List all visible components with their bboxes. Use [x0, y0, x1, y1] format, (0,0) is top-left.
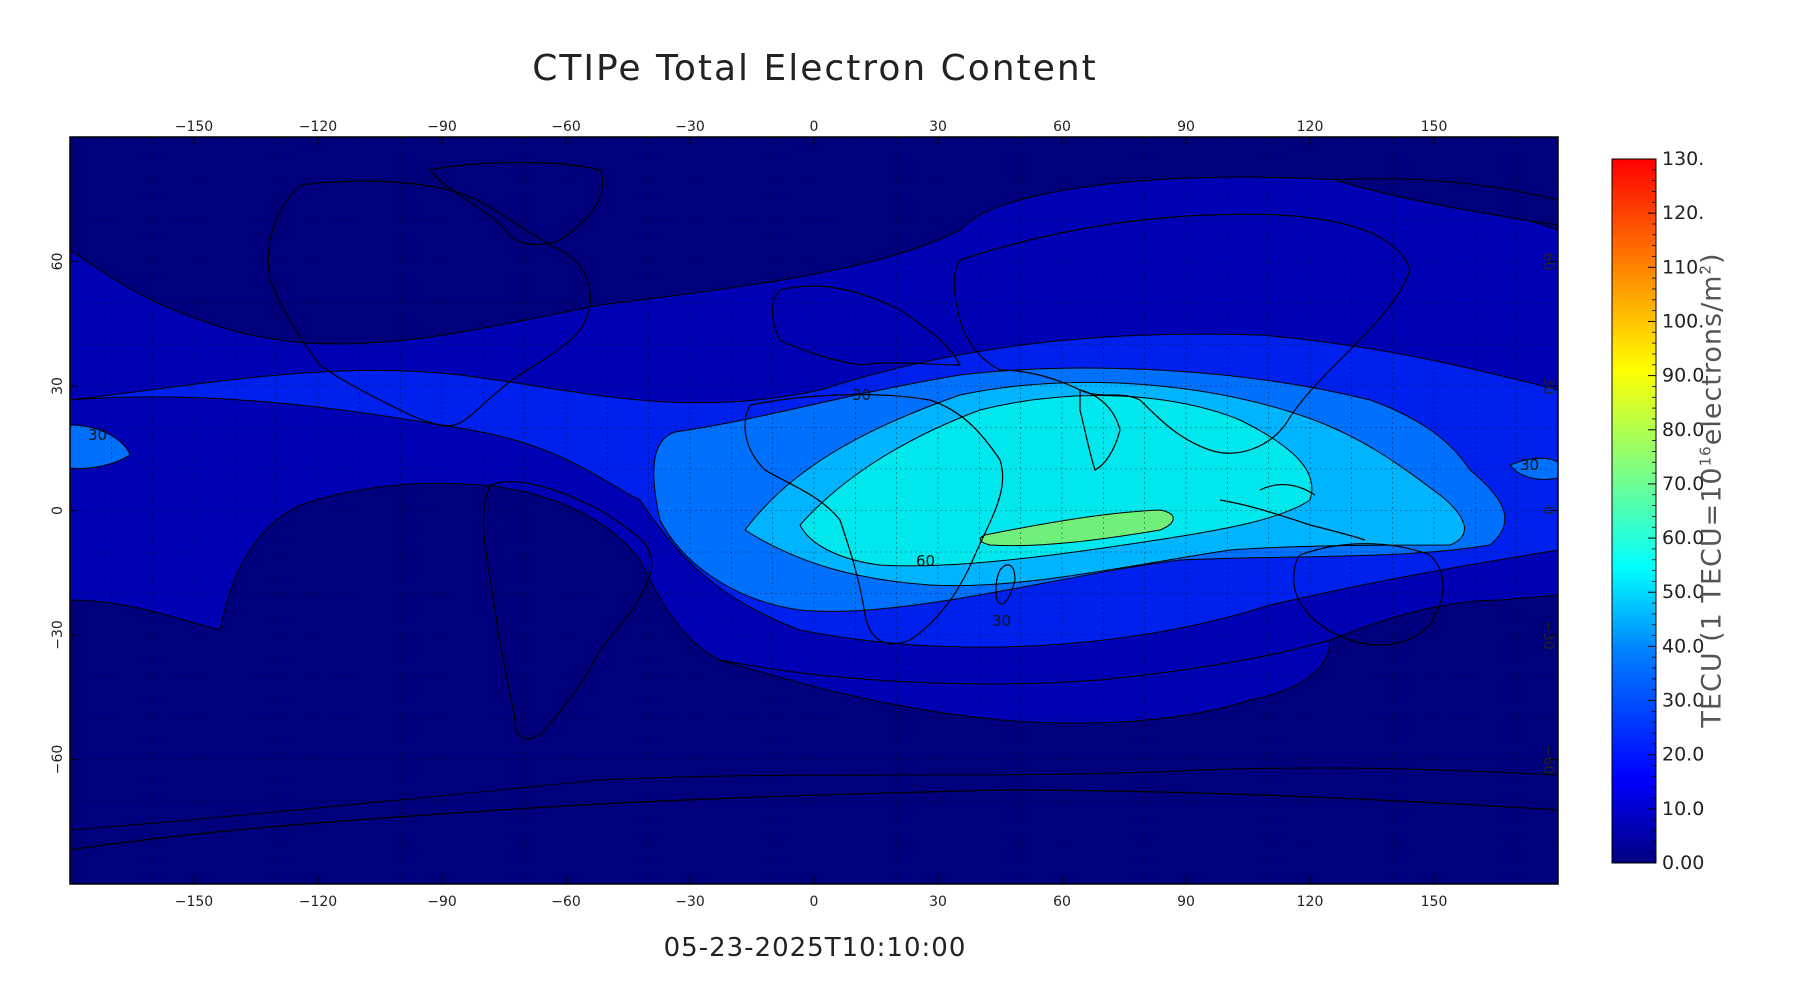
colorbar-tick-label: 130. [1662, 148, 1704, 170]
lat-tick-label: 30 [1540, 377, 1556, 395]
contour-level-60-70 [979, 509, 1174, 547]
lat-tick-label: −60 [1540, 745, 1556, 775]
lon-tick-label: 0 [810, 119, 819, 135]
coastline-madagascar [995, 564, 1016, 605]
lon-tick-label: 30 [929, 119, 947, 135]
colorbar-tick-label: 120. [1662, 202, 1704, 224]
colorbar-label: TECU (1 TECU=1016electrons/m2) [1696, 252, 1728, 728]
map-title: CTIPe Total Electron Content [532, 48, 1098, 89]
coastline-north-america [267, 180, 591, 427]
lon-tick-label: −90 [427, 894, 457, 910]
colorbar-tick-label: 0.00 [1662, 852, 1704, 874]
lon-tick-label: −30 [675, 119, 705, 135]
lat-tick-label: 60 [50, 253, 66, 271]
contour-label: 30 [88, 426, 107, 444]
graticule-grid [70, 137, 1558, 884]
colorbar-ticks: 0.00 10.0 20.0 30.0 40.0 50.0 60.0 70.0 80.0 90.0… [1648, 148, 1704, 874]
contour-antarctic [70, 767, 1558, 884]
contour-west-30-40 [70, 424, 131, 469]
colorbar-tick-label: 60.0 [1662, 527, 1704, 549]
coastlines [70, 161, 1558, 851]
lat-tick-label: −30 [1540, 620, 1556, 650]
lon-tick-label: 60 [1053, 894, 1071, 910]
lon-tick-label: 90 [1177, 119, 1195, 135]
lon-tick-label: −60 [551, 119, 581, 135]
lat-tick-label: −60 [50, 745, 66, 775]
contour-south-ocean [719, 639, 1331, 724]
colorbar-tick-label: 50.0 [1662, 581, 1704, 603]
lat-tick-label: 0 [1540, 506, 1556, 515]
coastline-europe [771, 285, 961, 366]
lon-ticks-bottom: −150 −120 −90 −60 −30 0 30 60 90 120 150 [175, 876, 1448, 910]
colorbar-gradient [1611, 158, 1657, 864]
contour-arctic-low-east [1334, 178, 1558, 226]
tec-contours [70, 137, 1558, 884]
lat-tick-label: 0 [50, 506, 66, 515]
colorbar-tick-label: 20.0 [1662, 744, 1704, 766]
colorbar-tick-label: 110. [1662, 256, 1704, 278]
coastline-asia [953, 213, 1411, 454]
lon-tick-label: 120 [1297, 119, 1324, 135]
coastline-south-america [482, 481, 653, 740]
colorbar-tick-label: 40.0 [1662, 635, 1704, 657]
coastline-greenland [428, 161, 604, 246]
contour-east-30-40 [1509, 457, 1558, 480]
colorbar-tick-label: 70.0 [1662, 473, 1704, 495]
contour-label: 30 [852, 386, 871, 404]
contour-label: 30 [992, 612, 1011, 630]
lat-tick-label: 60 [1540, 253, 1556, 271]
lon-tick-label: 60 [1053, 119, 1071, 135]
lon-tick-label: 0 [810, 894, 819, 910]
lat-ticks-right: 60 30 0 −30 −60 [1540, 253, 1558, 775]
contour-label: 60 [916, 552, 935, 570]
contour-labels: 30 30 30 60 30 [88, 386, 1539, 630]
contour-label: 30 [1520, 456, 1539, 474]
lon-ticks-top: −150 −120 −90 −60 −30 0 30 60 90 120 150 [175, 119, 1448, 145]
lon-tick-label: 150 [1421, 119, 1448, 135]
colorbar-tick-label: 80.0 [1662, 419, 1704, 441]
lon-tick-label: 90 [1177, 894, 1195, 910]
lon-tick-label: −60 [551, 894, 581, 910]
lon-tick-label: −90 [427, 119, 457, 135]
timestamp: 05-23-2025T10:10:00 [663, 933, 967, 963]
lon-tick-label: −150 [175, 894, 213, 910]
colorbar-tick-label: 90.0 [1662, 365, 1704, 387]
lat-tick-label: −30 [50, 620, 66, 650]
lon-tick-label: 150 [1421, 894, 1448, 910]
coastline-australia [1293, 543, 1444, 646]
lon-tick-label: −120 [299, 894, 337, 910]
coastline-africa [744, 393, 1004, 645]
colorbar-tick-label: 100. [1662, 310, 1704, 332]
colorbar-tick-label: 10.0 [1662, 798, 1704, 820]
lon-tick-label: 30 [929, 894, 947, 910]
coastline-antarctica [70, 789, 1558, 851]
lat-ticks-left: 60 30 0 −30 −60 [50, 253, 78, 775]
coastline-indonesia [1219, 483, 1366, 541]
lat-tick-label: 30 [50, 377, 66, 395]
lon-tick-label: −30 [675, 894, 705, 910]
coastline-india [1079, 389, 1121, 471]
lon-tick-label: −150 [175, 119, 213, 135]
colorbar-tick-label: 30.0 [1662, 690, 1704, 712]
lon-tick-label: −120 [299, 119, 337, 135]
lon-tick-label: 120 [1297, 894, 1324, 910]
